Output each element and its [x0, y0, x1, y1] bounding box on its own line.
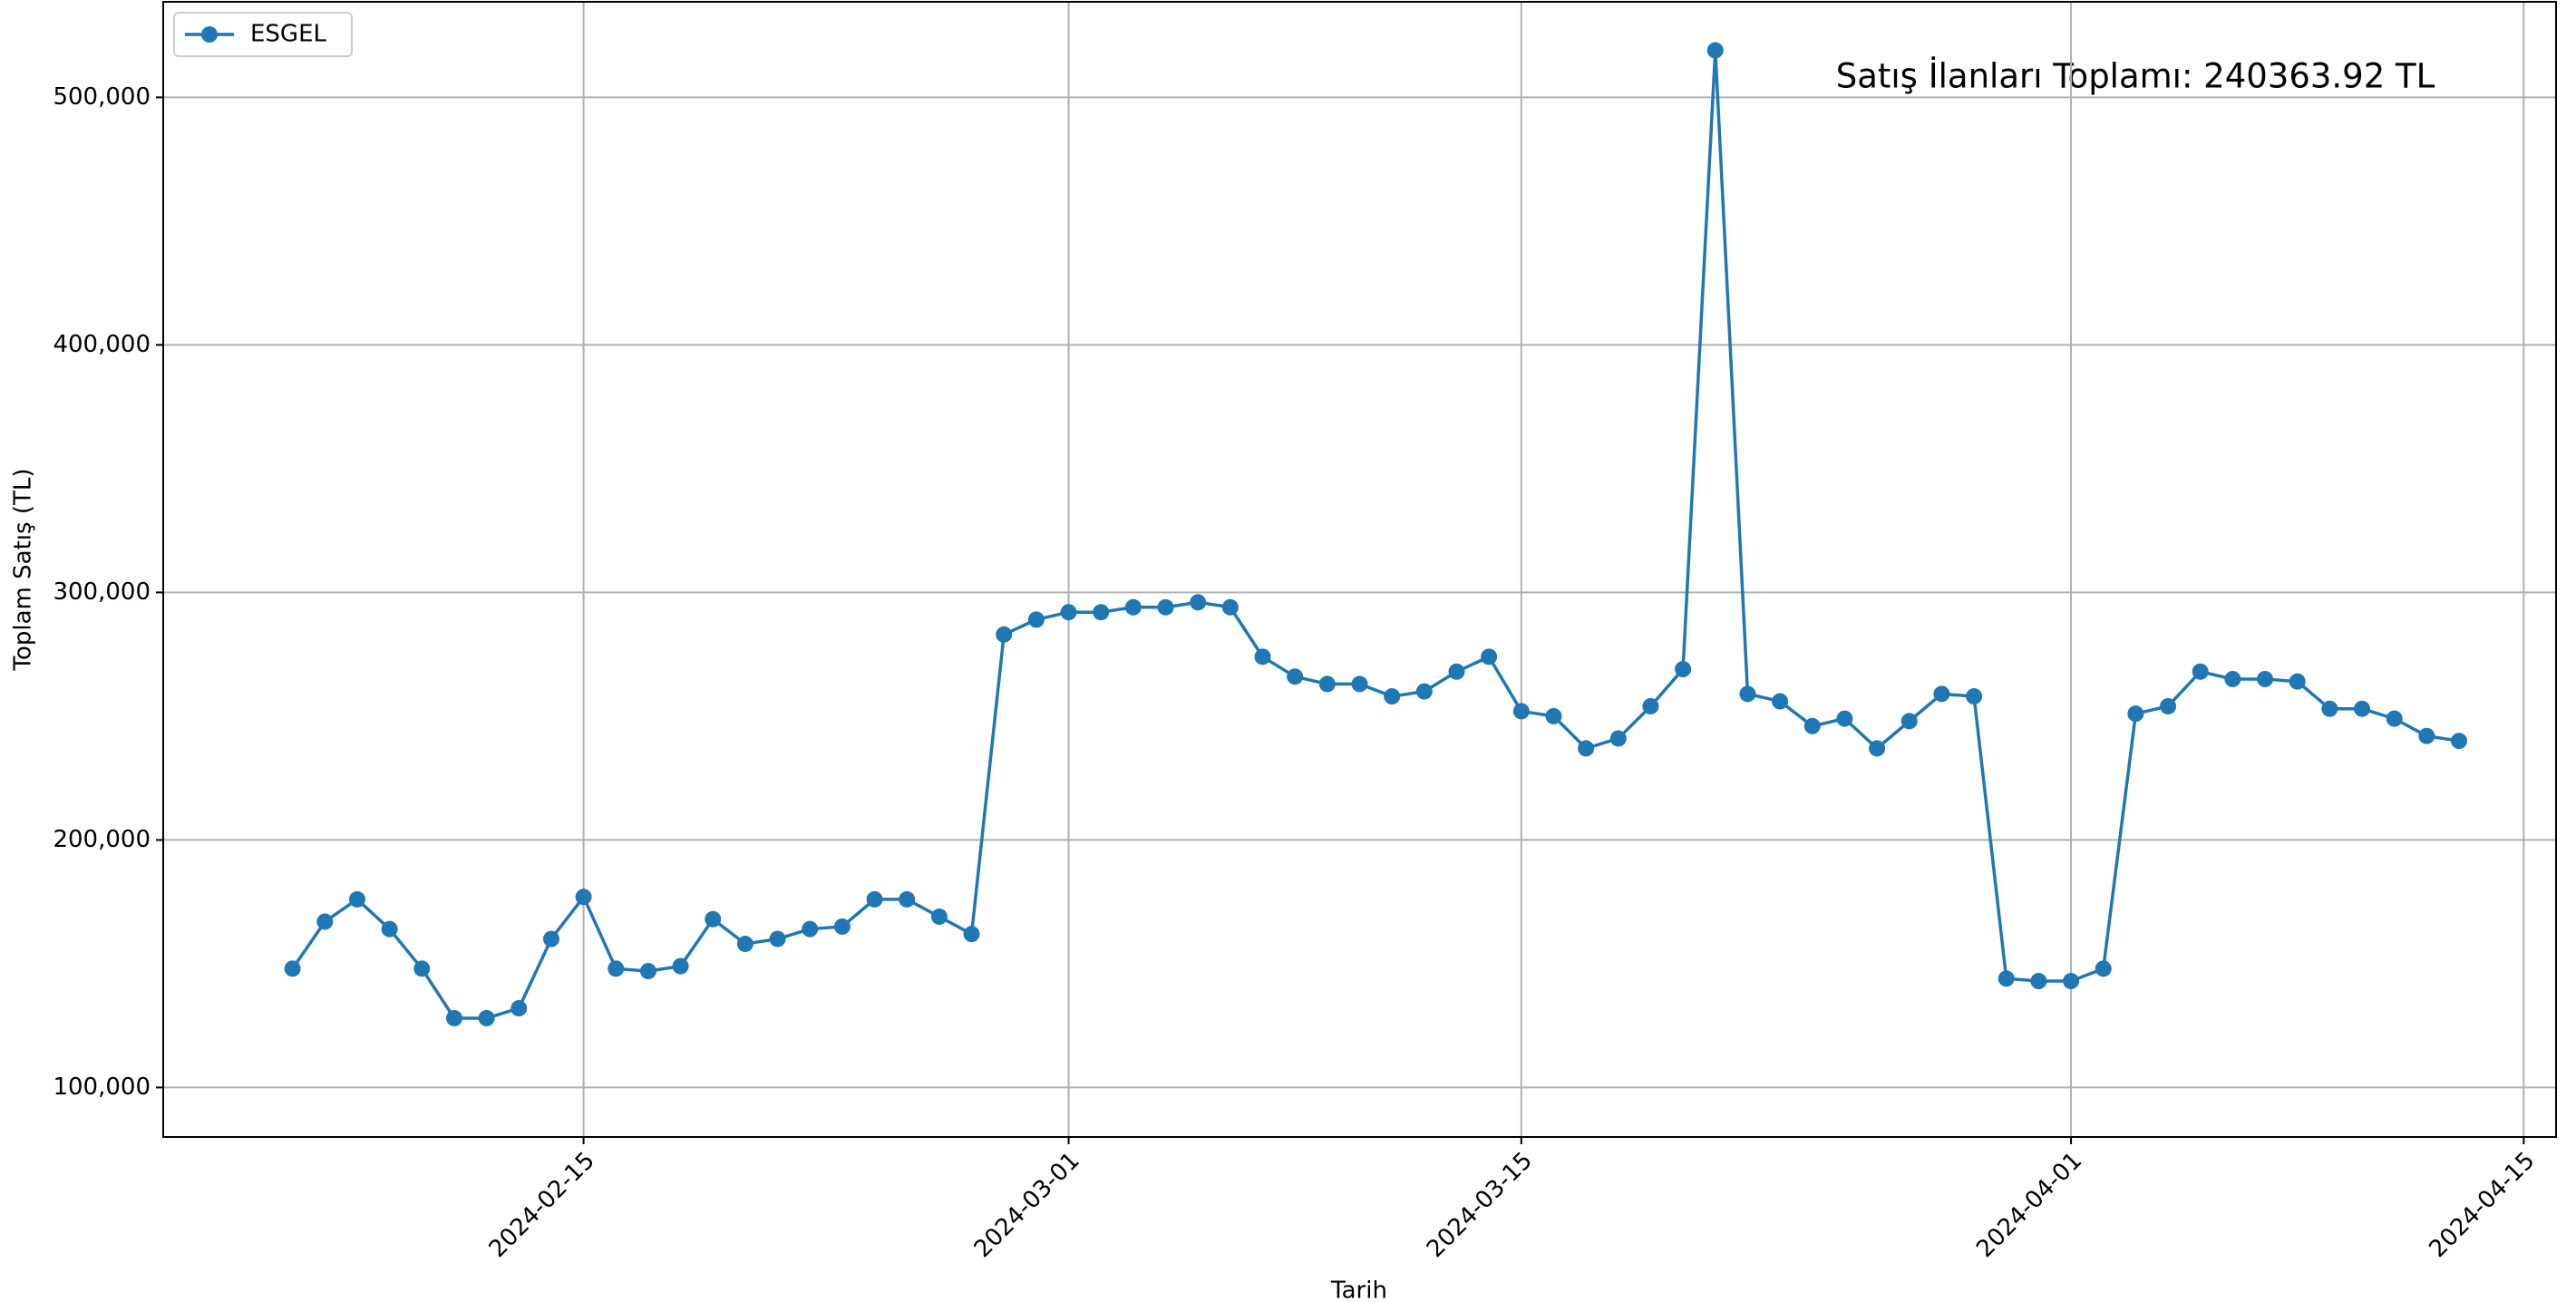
- data-point: [1545, 707, 1562, 724]
- data-point: [1739, 685, 1756, 703]
- data-point: [348, 890, 365, 908]
- data-point: [672, 957, 689, 975]
- data-point: [833, 918, 851, 935]
- data-point: [1609, 730, 1627, 747]
- data-point: [996, 626, 1013, 643]
- data-point: [1287, 668, 1304, 685]
- data-point: [2354, 700, 2371, 717]
- data-point: [2224, 670, 2241, 687]
- data-point: [963, 926, 980, 943]
- data-point: [413, 960, 431, 977]
- data-point: [1124, 598, 1142, 616]
- data-point: [445, 1009, 462, 1026]
- data-point: [802, 920, 819, 938]
- data-point: [1772, 693, 1789, 710]
- data-point: [1254, 648, 1271, 666]
- data-point: [1998, 970, 2015, 987]
- data-point: [1190, 594, 1207, 611]
- data-point: [542, 930, 559, 947]
- data-point: [1578, 740, 1595, 757]
- data-point: [1415, 683, 1433, 700]
- data-point: [2095, 960, 2112, 977]
- data-point: [639, 963, 656, 980]
- legend: ESGEL: [173, 12, 353, 57]
- x-tick-label: 2024-04-15: [2425, 1147, 2541, 1263]
- y-tick-label: 100,000: [53, 1074, 151, 1101]
- data-point: [1318, 675, 1336, 693]
- plot-frame: [162, 1, 2557, 1138]
- x-axis-label: Tarih: [1330, 1278, 1387, 1302]
- data-point: [608, 960, 625, 977]
- data-point: [1706, 42, 1724, 59]
- data-point: [1481, 648, 1498, 666]
- data-point: [478, 1009, 495, 1026]
- data-point: [1803, 717, 1821, 734]
- x-tick-label: 2024-04-01: [1971, 1147, 2087, 1263]
- data-point: [2257, 670, 2274, 687]
- data-point: [736, 936, 753, 953]
- data-point: [1027, 611, 1045, 628]
- data-point: [575, 889, 592, 906]
- data-point: [1157, 598, 1174, 616]
- data-point: [930, 908, 948, 926]
- data-point: [1093, 604, 1110, 621]
- data-point: [316, 913, 334, 930]
- data-point: [1933, 685, 1950, 703]
- data-point: [2030, 973, 2047, 990]
- data-point: [1900, 713, 1918, 730]
- data-point: [1060, 604, 1077, 621]
- data-point: [1448, 663, 1465, 680]
- y-axis-label: Toplam Satış (TL): [10, 469, 37, 672]
- data-point: [2063, 973, 2080, 990]
- data-point: [2289, 673, 2306, 690]
- data-point: [1351, 675, 1368, 693]
- data-point: [866, 890, 883, 908]
- y-tick-label: 400,000: [53, 331, 151, 358]
- data-point: [1966, 688, 1983, 705]
- data-point: [2127, 705, 2144, 723]
- annotation: Satış İlanları Toplamı: 240363.92 TL: [1836, 57, 2435, 96]
- data-point: [2451, 733, 2468, 750]
- data-point: [1675, 661, 1692, 678]
- data-point: [705, 910, 722, 928]
- data-point: [1869, 740, 1886, 757]
- data-point: [769, 930, 786, 947]
- legend-label: ESGEL: [250, 21, 327, 48]
- data-point: [2386, 710, 2403, 727]
- x-tick-label: 2024-03-01: [969, 1147, 1085, 1263]
- x-tick-label: 2024-02-15: [484, 1147, 600, 1263]
- y-tick-label: 300,000: [53, 578, 151, 606]
- data-point: [284, 960, 301, 977]
- data-point: [1221, 598, 1239, 616]
- data-point: [2321, 700, 2338, 717]
- x-tick-label: 2024-03-15: [1422, 1147, 1538, 1263]
- data-point: [381, 920, 398, 938]
- data-point: [899, 890, 916, 908]
- data-point: [2418, 727, 2435, 744]
- y-tick-label: 200,000: [53, 826, 151, 853]
- data-point: [2192, 663, 2209, 680]
- data-point: [1384, 688, 1401, 705]
- data-point: [2160, 697, 2177, 714]
- legend-marker: [201, 26, 218, 43]
- data-point: [1836, 710, 1853, 727]
- y-tick-label: 500,000: [53, 83, 151, 111]
- legend-box: [173, 12, 353, 57]
- data-point: [1642, 697, 1659, 714]
- data-point: [510, 1000, 528, 1017]
- series-line: [291, 50, 2460, 1020]
- data-point: [1512, 703, 1530, 720]
